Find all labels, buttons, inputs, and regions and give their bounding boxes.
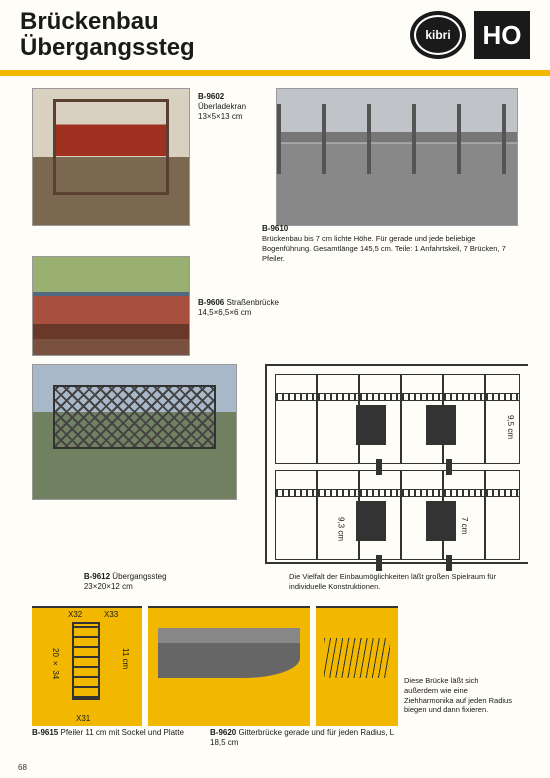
label-9606: B-9606 Straßenbrücke 14,5×6,5×6 cm <box>198 256 279 356</box>
product-image-9612 <box>32 364 237 500</box>
product-image-9620 <box>148 606 310 726</box>
name-9612: Übergangssteg <box>112 572 166 581</box>
code-9606: B-9606 <box>198 298 224 307</box>
label-9615: B-9615 Pfeiler 11 cm mit Sockel und Plat… <box>32 728 206 748</box>
name-9606: Straßenbrücke <box>226 298 278 307</box>
page-content: B-9602 Überladekran 13×5×13 cm B-9610 Br… <box>0 76 550 748</box>
pier-h2: 11 cm <box>120 648 130 669</box>
page-title: Brückenbau Übergangssteg <box>20 9 195 62</box>
diagram-footbridge: 9,5 cm 9,3 cm 7 cm <box>265 364 528 564</box>
dims-9606: 14,5×6,5×6 cm <box>198 308 279 318</box>
row-bottom: X32 X33 20 × 34 11 cm X31 Diese Brücke l… <box>32 606 528 726</box>
name-9620: Gitterbrücke gerade und für jeden Radius… <box>210 728 394 747</box>
diagram-upper: 9,5 cm <box>275 374 520 464</box>
code-9620: B-9620 <box>210 728 236 737</box>
name-9615: Pfeiler 11 cm mit Sockel und Platte <box>60 728 183 737</box>
product-image-flex <box>316 606 398 726</box>
label-9620: B-9620 Gitterbrücke gerade und für jeden… <box>210 728 410 748</box>
row-3: 9,5 cm 9,3 cm 7 cm <box>32 364 528 564</box>
row-2: B-9606 Straßenbrücke 14,5×6,5×6 cm <box>32 256 528 356</box>
diagram-caption: Die Vielfalt der Einbaumöglichkeiten läß… <box>289 572 528 592</box>
pier-h1: 20 × 34 <box>50 648 60 679</box>
product-image-9602 <box>32 88 190 226</box>
diagram-h3: 7 cm <box>459 517 469 534</box>
desc-9610: Brückenbau bis 7 cm lichte Höhe. Für ger… <box>262 234 506 263</box>
name-9602: Überladekran <box>198 102 246 111</box>
product-image-9615: X32 X33 20 × 34 11 cm X31 <box>32 606 142 726</box>
label-9602: B-9602 Überladekran 13×5×13 cm <box>198 88 268 226</box>
page-number: 68 <box>18 763 27 772</box>
row-1: B-9602 Überladekran 13×5×13 cm <box>32 88 528 226</box>
label-9610: B-9610 Brückenbau bis 7 cm lichte Höhe. … <box>262 224 506 263</box>
scale-label: HO <box>483 20 522 51</box>
diagram-h2: 9,3 cm <box>336 517 346 541</box>
product-image-9606 <box>32 256 190 356</box>
code-9612: B-9612 <box>84 572 110 581</box>
diagram-h1: 9,5 cm <box>505 415 515 439</box>
code-9615: B-9615 <box>32 728 58 737</box>
row-3-captions: B-9612 Übergangssteg 23×20×12 cm Die Vie… <box>32 572 528 592</box>
dims-9612: 23×20×12 cm <box>84 582 243 592</box>
pier-w1: X32 <box>68 610 82 620</box>
pier-w3: X31 <box>76 714 90 724</box>
diagram-lower: 9,3 cm 7 cm <box>275 470 520 560</box>
code-9610: B-9610 <box>262 224 506 234</box>
ho-scale-badge: HO <box>474 11 530 59</box>
label-9612: B-9612 Übergangssteg 23×20×12 cm <box>84 572 243 592</box>
title-line-1: Brückenbau <box>20 9 195 35</box>
dims-9602: 13×5×13 cm <box>198 112 268 122</box>
page-header: Brückenbau Übergangssteg kibri HO <box>0 0 550 70</box>
code-9602: B-9602 <box>198 92 224 101</box>
header-logos: kibri HO <box>410 11 530 59</box>
kibri-logo-icon: kibri <box>410 11 466 59</box>
product-image-9610 <box>276 88 518 226</box>
flex-caption: Diese Brücke läßt sich außerdem wie eine… <box>404 606 514 715</box>
brand-label: kibri <box>425 28 450 42</box>
row-bottom-captions: B-9615 Pfeiler 11 cm mit Sockel und Plat… <box>32 728 528 748</box>
pier-w2: X33 <box>104 610 118 620</box>
title-line-2: Übergangssteg <box>20 35 195 61</box>
